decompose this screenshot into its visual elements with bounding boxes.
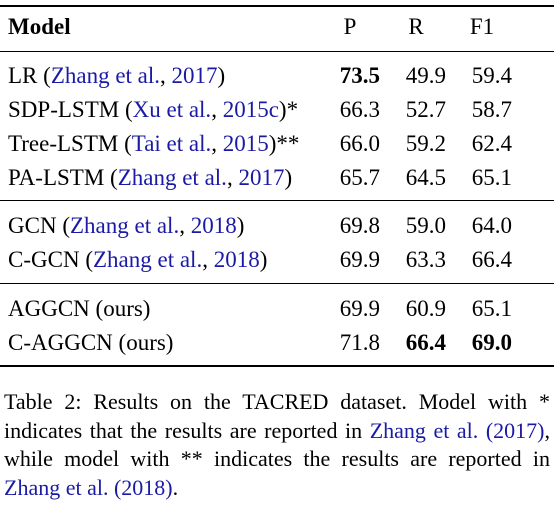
header-precision: P	[343, 14, 357, 39]
cell-precision: 66.3	[339, 97, 380, 122]
cite-sep: ,	[226, 165, 239, 190]
model-name: PA-LSTM	[8, 165, 105, 190]
cite-open: (	[118, 131, 132, 156]
cell-precision: 66.0	[339, 131, 380, 156]
cell-precision: 71.8	[339, 330, 380, 355]
table-row-model: Tree-LSTM (Tai et al., 2015)**	[8, 130, 299, 158]
cite-sep: ,	[160, 63, 172, 88]
model-name: AGGCN (ours)	[8, 296, 151, 321]
caption-text: .	[172, 474, 179, 500]
table-row-model: LR (Zhang et al., 2017)	[8, 62, 225, 90]
caption-citation-year-link[interactable]: (2017)	[485, 417, 545, 443]
cell-recall: 63.3	[405, 247, 446, 272]
cell-f1: 65.1	[471, 296, 512, 321]
model-name: GCN	[8, 213, 57, 238]
model-name: C-AGGCN (ours)	[8, 330, 174, 355]
cite-close: )	[259, 247, 268, 272]
table-row-model: GCN (Zhang et al., 2018)	[8, 212, 244, 240]
citation-year-link[interactable]: 2015c	[222, 97, 279, 122]
cite-close: )	[284, 165, 293, 190]
cite-close: )**	[268, 131, 300, 156]
cell-f1: 69.0	[471, 330, 512, 355]
citation-year-link[interactable]: 2015	[222, 131, 269, 156]
cell-precision: 69.9	[339, 247, 380, 272]
cell-f1: 58.7	[471, 97, 512, 122]
citation-year-link[interactable]: 2017	[171, 63, 218, 88]
citation-author-link[interactable]: Zhang et al.	[92, 247, 203, 272]
table-caption: Table 2: Results on the TACRED dataset. …	[4, 388, 550, 502]
cell-recall: 49.9	[405, 63, 446, 88]
cite-open: (	[56, 213, 70, 238]
cell-precision: 69.8	[339, 213, 380, 238]
table-row-model: C-AGGCN (ours)	[8, 329, 173, 357]
header-rule	[0, 51, 554, 52]
table-bottom-rule	[0, 365, 554, 367]
cite-open: (	[104, 165, 118, 190]
caption-citation-author-link[interactable]: Zhang et al.	[369, 417, 479, 443]
cite-sep: ,	[202, 247, 214, 272]
cell-recall: 52.7	[405, 97, 446, 122]
citation-year-link[interactable]: 2017	[238, 165, 285, 190]
cell-f1: 59.4	[471, 63, 512, 88]
caption-citation-year-link[interactable]: (2018)	[113, 474, 173, 500]
table-row-model: C-GCN (Zhang et al., 2018)	[8, 246, 267, 274]
cell-f1: 65.1	[471, 165, 512, 190]
cite-sep: ,	[179, 213, 191, 238]
cite-open: (	[37, 63, 51, 88]
cite-open: (	[79, 247, 93, 272]
citation-author-link[interactable]: Zhang et al.	[69, 213, 180, 238]
citation-author-link[interactable]: Zhang et al.	[50, 63, 161, 88]
cite-sep: ,	[211, 97, 223, 122]
table-row-model: SDP-LSTM (Xu et al., 2015c)*	[8, 96, 298, 124]
caption-citation-author-link[interactable]: Zhang et al.	[4, 474, 109, 500]
cell-recall: 64.5	[405, 165, 446, 190]
cite-sep: ,	[211, 131, 223, 156]
cell-recall: 60.9	[405, 296, 446, 321]
group-rule-1	[0, 200, 554, 201]
caption-text: , while model with ** indicates the resu…	[4, 417, 550, 472]
citation-author-link[interactable]: Tai et al.	[131, 131, 212, 156]
cite-close: )	[236, 213, 245, 238]
cite-close: )	[217, 63, 226, 88]
cell-recall: 66.4	[405, 330, 446, 355]
header-recall: R	[408, 14, 424, 39]
header-f1: F1	[469, 14, 495, 39]
cell-recall: 59.2	[405, 131, 446, 156]
model-name: C-GCN	[8, 247, 80, 272]
table-top-rule	[0, 5, 554, 7]
citation-year-link[interactable]: 2018	[190, 213, 237, 238]
cite-open: (	[119, 97, 133, 122]
group-rule-2	[0, 283, 554, 284]
table-row-model: PA-LSTM (Zhang et al., 2017)	[8, 164, 292, 192]
cite-close: )*	[278, 97, 299, 122]
cell-precision: 65.7	[339, 165, 380, 190]
cell-precision: 69.9	[339, 296, 380, 321]
cell-recall: 59.0	[405, 213, 446, 238]
cell-precision: 73.5	[339, 63, 380, 88]
citation-year-link[interactable]: 2018	[213, 247, 260, 272]
cell-f1: 64.0	[471, 213, 512, 238]
cell-f1: 66.4	[471, 247, 512, 272]
model-name: Tree-LSTM	[8, 131, 119, 156]
caption-text: Table 2: Results on the TACRED dataset. …	[4, 389, 550, 443]
header-model: Model	[8, 14, 71, 39]
model-name: LR	[8, 63, 38, 88]
model-name: SDP-LSTM	[8, 97, 120, 122]
citation-author-link[interactable]: Zhang et al.	[117, 165, 227, 190]
citation-author-link[interactable]: Xu et al.	[132, 97, 212, 122]
cell-f1: 62.4	[471, 131, 512, 156]
table-row-model: AGGCN (ours)	[8, 295, 150, 323]
